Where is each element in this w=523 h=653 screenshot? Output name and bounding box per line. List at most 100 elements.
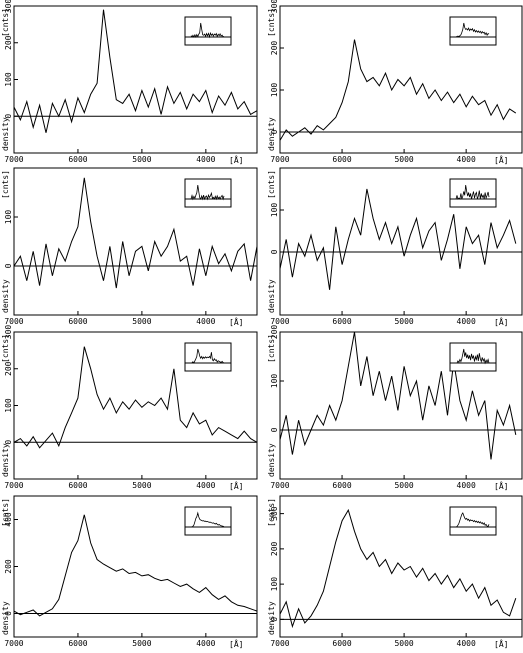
x-tick-label: 4000 (457, 639, 476, 648)
plot-frame (13, 167, 258, 316)
y-tick-label: 300 (270, 506, 279, 521)
y-axis-label: density (1, 443, 10, 477)
x-tick-label: 4000 (457, 481, 476, 490)
x-tick-label: 7000 (270, 155, 289, 164)
x-tick-label: 6000 (332, 481, 351, 490)
x-tick-label: 7000 (270, 481, 289, 490)
y-axis-unit: [cnts] (267, 334, 276, 363)
spectrum-line (279, 508, 517, 629)
plot-frame (279, 167, 523, 316)
y-tick-label: 200 (4, 35, 13, 50)
inset-spectrum (455, 184, 490, 200)
x-tick-label: 7000 (270, 317, 289, 326)
inset-spectrum (455, 512, 490, 528)
inset-spectrum (455, 22, 490, 38)
y-tick-label: 0 (270, 249, 279, 254)
x-tick-label: 7000 (270, 639, 289, 648)
x-axis-label: [Å] (494, 480, 508, 491)
y-axis-label: density (267, 443, 276, 477)
y-tick-label: 100 (270, 374, 279, 389)
x-axis-label: [Å] (494, 154, 508, 165)
inset-box (184, 178, 232, 208)
y-tick-label: 0 (270, 617, 279, 622)
spectrum-panel-3: 7000 6000 5000 4000 [Å] 0 100 density [cnts] (1, 167, 258, 327)
y-tick-label: 200 (270, 41, 279, 56)
y-tick-label: 300 (4, 325, 13, 340)
y-tick-label: 100 (4, 72, 13, 87)
spectrum-panel-6: 7000 6000 5000 4000 [Å] 0 100 200 density [cnts] (267, 325, 523, 491)
y-tick-label: 100 (270, 577, 279, 592)
spectrum-panel-5: 7000 6000 5000 4000 [Å] 0 100 200 300 density [cnt… (1, 325, 258, 491)
inset-spectrum (190, 22, 225, 39)
inset-spectrum (190, 184, 225, 201)
x-tick-label: 5000 (132, 155, 151, 164)
plot-frame (279, 495, 523, 638)
x-tick-label: 5000 (132, 317, 151, 326)
x-axis-label: [Å] (229, 638, 243, 649)
spectrum-line (279, 39, 517, 141)
x-tick-label: 5000 (394, 317, 413, 326)
spectrum-panel-1: 7000 6000 5000 4000 [Å] 0 100 200 300 density [cnt… (1, 0, 258, 165)
x-axis-label: [Å] (229, 154, 243, 165)
y-tick-label: 200 (4, 361, 13, 376)
x-tick-label: 6000 (68, 481, 87, 490)
spectrum-line (13, 514, 258, 617)
y-axis-label: density (267, 117, 276, 151)
x-tick-label: 5000 (132, 639, 151, 648)
y-axis-label: density (267, 601, 276, 635)
y-tick-label: 100 (4, 398, 13, 413)
x-tick-label: 6000 (332, 317, 351, 326)
y-axis-unit: [cnts] (267, 498, 276, 527)
spectrum-panel-7: 7000 6000 5000 4000 [Å] 0 200 400 density [cnts] (1, 495, 258, 649)
inset-spectrum (190, 348, 225, 364)
x-tick-label: 4000 (196, 639, 215, 648)
y-tick-label: 0 (4, 440, 13, 445)
x-axis-label: [Å] (494, 638, 508, 649)
x-tick-label: 4000 (196, 155, 215, 164)
y-axis-label: density (1, 601, 10, 635)
x-tick-label: 5000 (132, 481, 151, 490)
x-tick-label: 7000 (4, 639, 23, 648)
spectrum-line (13, 346, 258, 449)
x-tick-label: 5000 (394, 481, 413, 490)
x-tick-label: 4000 (457, 155, 476, 164)
y-axis-unit: [cnts] (267, 8, 276, 37)
spectrum-line (13, 9, 258, 133)
spectrum-line (279, 188, 517, 290)
inset-spectrum (456, 348, 490, 365)
plot-frame (279, 331, 523, 480)
y-tick-label: 100 (270, 203, 279, 218)
y-tick-label: 0 (4, 114, 13, 119)
inset-box (184, 16, 232, 46)
spectrum-line (13, 177, 258, 289)
x-tick-label: 6000 (68, 155, 87, 164)
x-axis-label: [Å] (229, 480, 243, 491)
y-axis-label: density (1, 279, 10, 313)
inset-box (449, 506, 497, 536)
x-tick-label: 7000 (4, 155, 23, 164)
y-tick-label: 100 (270, 83, 279, 98)
y-tick-label: 200 (4, 559, 13, 574)
y-tick-label: 200 (270, 541, 279, 556)
y-tick-label: 200 (270, 325, 279, 340)
x-axis-label: [Å] (229, 316, 243, 327)
x-tick-label: 7000 (4, 317, 23, 326)
x-tick-label: 6000 (332, 155, 351, 164)
x-tick-label: 4000 (196, 317, 215, 326)
y-tick-label: 100 (4, 210, 13, 225)
x-tick-label: 5000 (394, 639, 413, 648)
y-tick-label: 300 (4, 0, 13, 13)
x-tick-label: 7000 (4, 481, 23, 490)
inset-box (184, 506, 232, 536)
y-tick-label: 0 (270, 427, 279, 432)
y-tick-label: 0 (4, 611, 13, 616)
x-tick-label: 6000 (332, 639, 351, 648)
y-axis-unit: [cnts] (267, 170, 276, 199)
y-axis-unit: [cnts] (1, 8, 10, 37)
x-tick-label: 5000 (394, 155, 413, 164)
x-tick-label: 6000 (68, 317, 87, 326)
spectrum-panel-8: 7000 6000 5000 4000 [Å] 0 100 200 300 density [cnt… (267, 495, 523, 649)
spectrum-panel-4: 7000 6000 5000 4000 [Å] 0 100 density [cnts] (267, 167, 523, 327)
inset-box (449, 342, 497, 372)
